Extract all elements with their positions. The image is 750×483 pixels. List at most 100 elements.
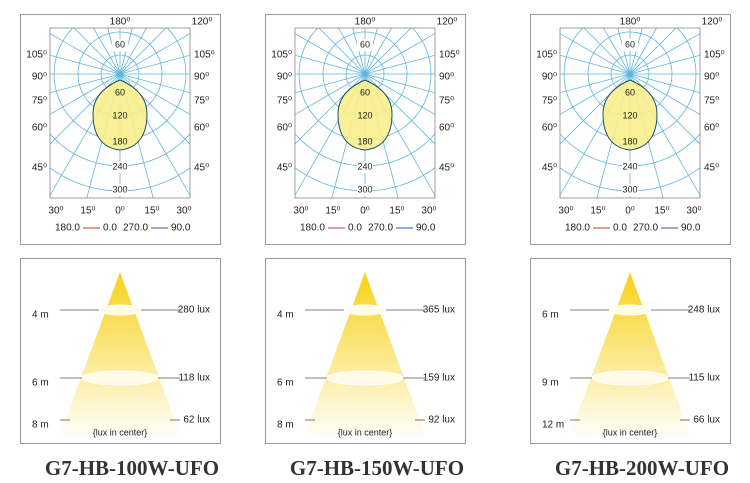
cone-panel: 4 m 280 lux 6 m 118 lux 8 m 62 lux {lux in cen…	[20, 258, 221, 444]
right-label: 105⁰	[194, 50, 215, 61]
grid-ray	[364, 54, 435, 75]
lux-label: 365 lux	[423, 305, 455, 316]
right-label: 75⁰	[439, 96, 454, 107]
beam-ellipse	[98, 304, 142, 316]
radial-label: 300	[357, 184, 372, 194]
height-label: 6 m	[542, 310, 559, 321]
legend-label: 270.0	[368, 223, 393, 234]
label-bg	[357, 39, 373, 51]
lux-label: 248 lux	[688, 305, 720, 316]
intensity-curve	[602, 79, 658, 151]
radial-label: 60	[115, 87, 125, 97]
grid-ray	[617, 28, 631, 75]
radial-label: 60	[360, 39, 370, 49]
right-label: 90⁰	[439, 72, 454, 83]
legend-label: 0.0	[348, 223, 362, 234]
grid-ray	[629, 33, 700, 75]
grid-ray	[119, 33, 190, 75]
radial-label: 60	[360, 87, 370, 97]
grid-border	[559, 27, 701, 199]
top-label: 120⁰	[192, 17, 213, 28]
grid-ray	[50, 73, 121, 115]
grid-ray	[364, 28, 412, 75]
bottom-label: 15⁰	[654, 206, 669, 217]
radial-label: 60	[625, 39, 635, 49]
radial-label: 300	[112, 184, 127, 194]
label-bg	[622, 161, 638, 173]
grid-ray	[337, 28, 366, 75]
radial-label: 180	[357, 136, 372, 146]
cone-note: {lux in center}	[93, 427, 148, 437]
bottom-label: 30⁰	[421, 206, 436, 217]
height-label: 4 m	[277, 310, 294, 321]
bottom-label: 15⁰	[325, 206, 340, 217]
right-label: 75⁰	[704, 96, 719, 107]
left-label: 60⁰	[542, 123, 557, 134]
legend-label: 180.0	[565, 223, 590, 234]
light-cone	[568, 272, 692, 440]
grid-ray	[107, 28, 121, 75]
label-bg	[112, 39, 128, 51]
bottom-label: 0⁰	[360, 206, 370, 217]
height-label: 4 m	[32, 310, 49, 321]
grid-ray	[560, 33, 631, 75]
top-label: 180⁰	[620, 17, 641, 28]
height-label: 9 m	[542, 378, 559, 389]
grid-ray	[364, 73, 435, 145]
radial-label: 120	[357, 110, 372, 120]
grid-ray	[295, 33, 366, 75]
right-label: 105⁰	[439, 50, 460, 61]
left-label: 90⁰	[32, 72, 47, 83]
grid-ray	[629, 73, 700, 145]
left-label: 105⁰	[536, 50, 557, 61]
grid-ray	[50, 73, 121, 145]
label-bg	[622, 39, 638, 51]
left-label: 75⁰	[32, 96, 47, 107]
left-label: 105⁰	[26, 50, 47, 61]
lux-label: 66 lux	[693, 415, 720, 426]
legend-label: 0.0	[613, 223, 627, 234]
bottom-label: 30⁰	[686, 206, 701, 217]
grid-ray	[629, 28, 658, 75]
grid-border	[294, 27, 436, 199]
radial-label: 120	[622, 110, 637, 120]
polar-panel: 180⁰ 120⁰ 105⁰ 105⁰ 90⁰ 90⁰ 75⁰ 75⁰ 60⁰ 60⁰ 45⁰ 45⁰…	[530, 14, 731, 245]
right-label: 90⁰	[194, 72, 209, 83]
grid-ray	[92, 28, 121, 75]
grid-ray	[364, 33, 435, 75]
right-label: 75⁰	[194, 96, 209, 107]
cone-panel: 6 m 248 lux 9 m 115 lux 12 m 66 lux {lux in ce…	[530, 258, 731, 444]
grid-ray	[119, 28, 133, 75]
grid-ray	[73, 28, 121, 75]
label-bg	[357, 161, 373, 173]
right-label: 60⁰	[194, 123, 209, 134]
lux-label: 92 lux	[428, 415, 455, 426]
label-bg	[357, 184, 373, 196]
polar-panel: 180⁰ 120⁰ 105⁰ 105⁰ 90⁰ 90⁰ 75⁰ 75⁰ 60⁰ 60⁰ 45⁰ 45⁰…	[20, 14, 221, 245]
cone-note: {lux in center}	[603, 427, 658, 437]
intensity-curve	[92, 79, 148, 151]
right-label: 45⁰	[704, 163, 719, 174]
radial-label: 240	[357, 161, 372, 171]
height-label: 8 m	[277, 420, 294, 431]
height-label: 12 m	[542, 420, 564, 431]
cone-note: {lux in center}	[338, 427, 393, 437]
grid-ray	[629, 28, 677, 75]
grid-ray	[602, 28, 631, 75]
top-label: 120⁰	[437, 17, 458, 28]
top-label: 120⁰	[702, 17, 723, 28]
left-label: 75⁰	[277, 96, 292, 107]
radial-label: 120	[112, 110, 127, 120]
beam-ellipse	[591, 370, 669, 386]
product-name: G7-HB-200W-UFO	[555, 456, 729, 480]
top-label: 180⁰	[355, 17, 376, 28]
radial-label: 180	[112, 136, 127, 146]
light-cone	[58, 272, 182, 440]
right-label: 90⁰	[704, 72, 719, 83]
left-label: 90⁰	[542, 72, 557, 83]
bottom-label: 30⁰	[48, 206, 63, 217]
grid-ray	[364, 73, 435, 94]
bottom-label: 30⁰	[176, 206, 191, 217]
grid-ray	[364, 28, 378, 75]
